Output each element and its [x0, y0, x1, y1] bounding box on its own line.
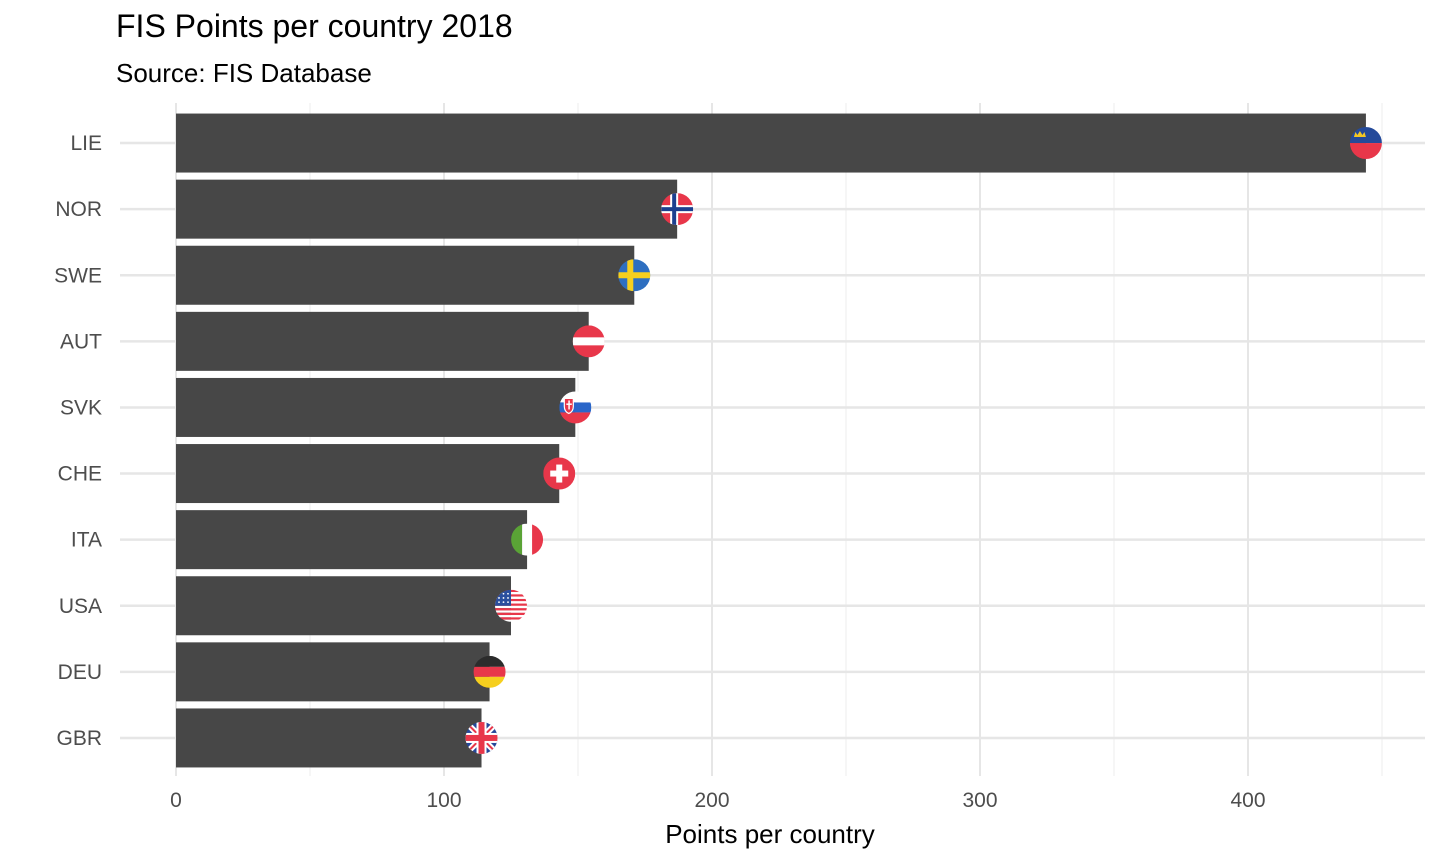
bar-aut: [176, 311, 589, 371]
y-tick-label: USA: [59, 595, 102, 618]
x-tick-label: 100: [426, 789, 461, 812]
y-tick-label: SWE: [54, 264, 102, 287]
y-tick-label: GBR: [56, 727, 102, 750]
y-tick-label: DEU: [58, 661, 102, 684]
bar-lie: [176, 113, 1366, 173]
y-tick-label: SVK: [60, 396, 102, 419]
bar-svk: [176, 377, 576, 437]
y-tick-label: AUT: [60, 330, 102, 353]
y-tick-label: NOR: [55, 198, 102, 221]
bar-gbr: [176, 708, 482, 768]
chart-subtitle: Source: FIS Database: [116, 58, 372, 88]
uk-flag-icon: [465, 721, 498, 754]
switzerland-flag-icon: [543, 457, 576, 490]
y-axis-tick-labels: LIE NOR SWE AUT SVK CHE ITA USA DEU GBR: [54, 132, 102, 750]
x-tick-label: 0: [170, 789, 182, 812]
usa-flag-icon: [495, 589, 527, 622]
bar-nor: [176, 179, 678, 239]
bar-ita: [176, 510, 528, 570]
italy-flag-icon: [511, 523, 544, 556]
austria-flag-icon: [572, 325, 605, 358]
y-tick-label: ITA: [71, 529, 102, 552]
sweden-flag-icon: [618, 259, 651, 292]
bar-che: [176, 444, 560, 504]
bar-swe: [176, 245, 635, 305]
x-axis-title: Points per country: [665, 819, 875, 849]
x-tick-label: 300: [962, 789, 997, 812]
bar-usa: [176, 576, 511, 636]
x-tick-label: 400: [1230, 789, 1265, 812]
bars: [176, 113, 1366, 768]
liechtenstein-flag-icon: [1349, 127, 1382, 160]
y-tick-label: CHE: [58, 463, 102, 486]
chart-title: FIS Points per country 2018: [116, 8, 513, 44]
norway-flag-icon: [661, 193, 694, 226]
slovakia-flag-icon: [559, 391, 592, 424]
germany-flag-icon: [473, 655, 506, 688]
bar-deu: [176, 642, 490, 702]
y-tick-label: LIE: [70, 132, 102, 155]
x-tick-label: 200: [694, 789, 729, 812]
flag-markers: [465, 127, 1382, 754]
x-axis-tick-labels: 0 100 200 300 400: [170, 789, 1265, 812]
